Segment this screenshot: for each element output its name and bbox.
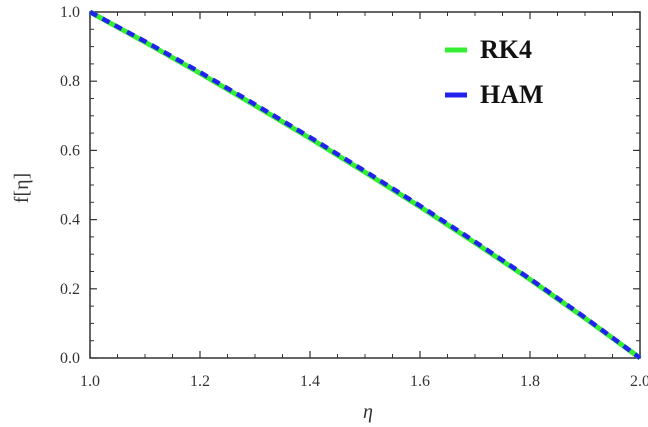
ticks-layer: 1.0 1.2 1.4 1.6 1.8 2.0 0.0 0.2 0.4 0.6 0.8 1.0 bbox=[60, 4, 648, 390]
y-tick-label: 0.0 bbox=[60, 350, 80, 367]
x-tick-label: 1.4 bbox=[300, 373, 320, 390]
y-tick-label: 0.2 bbox=[60, 281, 80, 298]
y-tick-label: 1.0 bbox=[60, 4, 80, 21]
x-tick-label: 1.0 bbox=[80, 373, 100, 390]
series-line-ham bbox=[88, 10, 642, 360]
legend-label-rk4: RK4 bbox=[480, 35, 532, 64]
x-tick-label: 1.2 bbox=[190, 373, 210, 390]
x-axis-label: η bbox=[363, 401, 373, 423]
y-axis-label: f[η] bbox=[11, 173, 33, 203]
legend: RK4 HAM bbox=[445, 35, 544, 109]
y-tick-label: 0.8 bbox=[60, 73, 80, 90]
series-layer bbox=[88, 9, 642, 361]
y-tick-label: 0.6 bbox=[60, 142, 80, 159]
x-tick-label: 2.0 bbox=[630, 373, 648, 390]
legend-label-ham: HAM bbox=[480, 80, 544, 109]
x-tick-label: 1.6 bbox=[410, 373, 430, 390]
plot-frame bbox=[89, 11, 641, 359]
series-line-rk4 bbox=[88, 9, 642, 361]
x-tick-label: 1.8 bbox=[520, 373, 540, 390]
y-tick-label: 0.4 bbox=[60, 212, 80, 229]
